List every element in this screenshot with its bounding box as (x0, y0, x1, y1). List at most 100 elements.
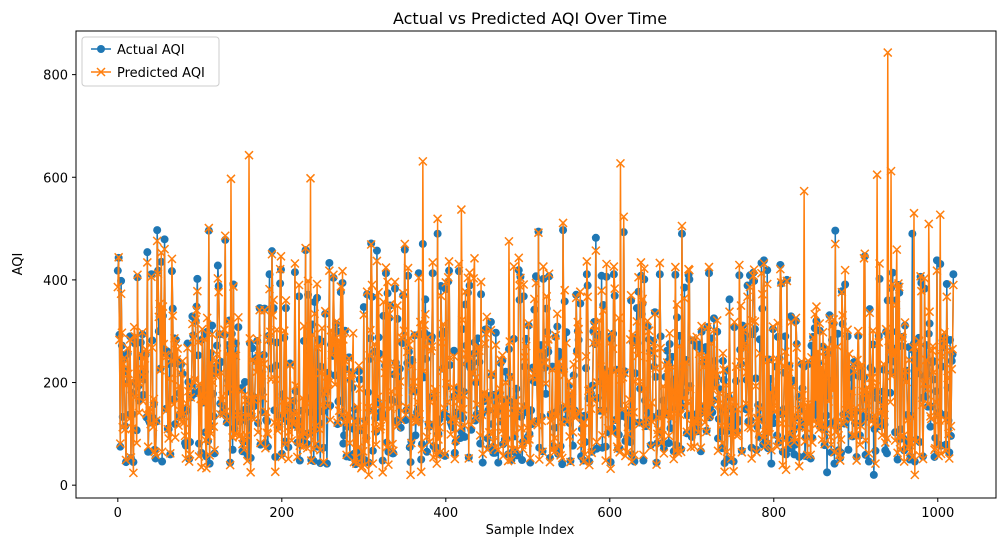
predicted-aqi-point (692, 332, 702, 342)
predicted-aqi-point (753, 415, 763, 425)
predicted-aqi-point (128, 468, 138, 478)
predicted-aqi-point (510, 428, 520, 438)
predicted-aqi-point (120, 424, 130, 434)
predicted-aqi-point (823, 342, 833, 352)
predicted-aqi-point (327, 350, 337, 360)
actual-aqi-point (664, 439, 673, 448)
predicted-aqi-point (310, 309, 320, 319)
x-tick-label: 200 (269, 506, 294, 521)
predicted-aqi-point (774, 357, 785, 368)
predicted-aqi-point (623, 429, 633, 439)
predicted-aqi-point (121, 455, 131, 465)
y-tick-label: 0 (60, 479, 68, 494)
predicted-aqi-point (540, 358, 550, 368)
predicted-aqi-point (650, 309, 660, 319)
predicted-aqi-point (409, 377, 419, 387)
predicted-aqi-point (283, 405, 293, 415)
predicted-aqi-point (259, 359, 269, 369)
predicted-aqi-point (905, 447, 915, 457)
y-axis-label: AQI (11, 253, 26, 276)
predicted-aqi-point (510, 406, 521, 416)
predicted-aqi-point (404, 340, 414, 350)
predicted-aqi-point (213, 273, 223, 283)
predicted-aqi-point (727, 394, 737, 404)
predicted-aqi-point (948, 280, 958, 290)
predicted-aqi-point (656, 438, 666, 448)
predicted-aqi-point (904, 355, 914, 365)
predicted-aqi-point (584, 460, 594, 470)
predicted-aqi-point (437, 366, 448, 376)
predicted-aqi-point (612, 442, 622, 452)
predicted-aqi-point (791, 313, 801, 323)
predicted-aqi-point (314, 341, 324, 351)
predicted-aqi-point (204, 223, 214, 233)
predicted-aqi-point (811, 302, 821, 312)
predicted-aqi-point (519, 352, 530, 362)
predicted-aqi-point (465, 352, 475, 362)
predicted-aqi-point (437, 337, 447, 348)
actual-aqi-point (491, 328, 500, 337)
predicted-aqi-point (184, 457, 194, 467)
predicted-aqi-point (899, 457, 909, 467)
predicted-aqi-point (149, 394, 159, 404)
predicted-aqi-point (244, 150, 254, 160)
predicted-aqi-point (684, 265, 694, 275)
predicted-aqi-point (119, 353, 129, 363)
predicted-aqi-point (747, 453, 757, 464)
predicted-aqi-point (155, 365, 165, 375)
predicted-aqi-point (314, 424, 325, 434)
predicted-aqi-point (900, 317, 910, 328)
predicted-aqi-point (457, 315, 467, 325)
actual-aqi-point (541, 389, 550, 398)
predicted-aqi-point (632, 316, 642, 326)
predicted-aqi-point (288, 408, 298, 418)
predicted-aqi-point (722, 447, 732, 457)
predicted-aqi-point (195, 379, 205, 389)
predicted-aqi-point (935, 210, 945, 220)
predicted-aqi-point (729, 466, 739, 476)
predicted-aqi-point (141, 344, 151, 354)
y-tick-label: 600 (43, 171, 68, 186)
predicted-aqi-point (316, 368, 326, 378)
predicted-aqi-point (865, 308, 875, 318)
predicted-aqi-point (392, 301, 402, 311)
predicted-aqi-point (405, 333, 415, 343)
predicted-aqi-point (354, 361, 364, 371)
predicted-aqi-point (380, 368, 390, 378)
predicted-aqi-point (676, 447, 686, 457)
predicted-aqi-point (394, 402, 404, 412)
actual-aqi-point (147, 270, 156, 279)
predicted-aqi-point (434, 422, 444, 432)
predicted-aqi-point (877, 430, 887, 440)
predicted-aqi-point (777, 419, 787, 429)
predicted-aqi-point (465, 268, 475, 278)
predicted-aqi-point (283, 454, 293, 464)
predicted-aqi-point (538, 262, 548, 272)
predicted-aqi-point (127, 375, 137, 386)
predicted-aqi-point (611, 417, 621, 427)
predicted-aqi-point (762, 279, 772, 289)
predicted-aqi-point (137, 327, 147, 337)
predicted-aqi-point (746, 423, 756, 433)
y-axis-ticks: 0 200 400 600 800 (43, 69, 76, 494)
predicted-aqi-point (588, 394, 598, 404)
predicted-aqi-point (401, 410, 411, 420)
predicted-aqi-point (527, 418, 537, 428)
predicted-aqi-point (334, 406, 344, 416)
predicted-aqi-point (770, 407, 780, 417)
predicted-aqi-point (593, 337, 603, 348)
predicted-aqi-point (738, 327, 748, 337)
predicted-aqi-point (342, 408, 352, 418)
actual-aqi-point (869, 470, 878, 479)
predicted-aqi-point (142, 257, 152, 267)
predicted-aqi-point (655, 258, 665, 268)
predicted-aqi-point (531, 278, 541, 288)
predicted-aqi-point (454, 259, 464, 269)
predicted-aqi-point (740, 344, 750, 354)
predicted-aqi-point (521, 341, 531, 351)
predicted-aqi-point (520, 403, 530, 413)
predicted-aqi-point (830, 239, 840, 249)
predicted-aqi-point (466, 420, 476, 430)
